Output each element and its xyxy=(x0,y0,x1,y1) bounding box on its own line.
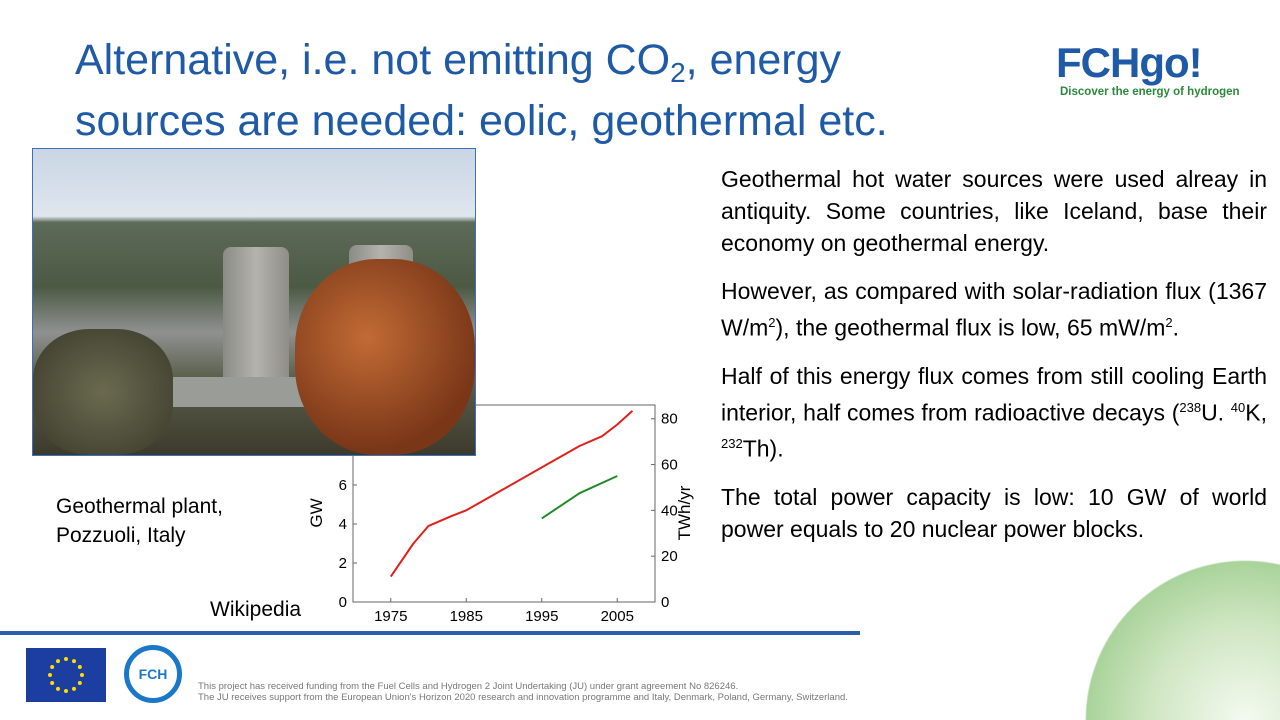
funding-line: This project has received funding from t… xyxy=(198,681,739,692)
slide-title: Alternative, i.e. not emitting CO2, ener… xyxy=(75,36,1035,145)
funding-notice: This project has received funding from t… xyxy=(198,681,848,703)
star-icon xyxy=(50,681,55,685)
caption-line: Pozzuoli, Italy xyxy=(56,524,186,547)
star-icon xyxy=(48,673,52,677)
paragraph: Half of this energy flux comes from stil… xyxy=(721,362,1267,462)
y-axis-label: GW xyxy=(307,498,326,527)
eu-stars-icon xyxy=(48,657,84,693)
star-icon xyxy=(56,659,60,664)
y2-tick-label: 80 xyxy=(661,411,678,428)
y-tick-label: 4 xyxy=(339,516,347,533)
series-line-twh xyxy=(541,475,618,520)
star-icon xyxy=(77,665,82,669)
logo-tagline: Discover the energy of hydrogen xyxy=(1060,86,1240,98)
star-icon xyxy=(72,686,76,691)
y2-axis-label: TWh/yr xyxy=(675,485,694,540)
star-icon xyxy=(80,673,84,677)
caption-line: Geothermal plant, xyxy=(56,495,223,518)
fch-ju-logo: FCH xyxy=(124,645,182,703)
footer-divider xyxy=(0,631,860,635)
series-line-gw xyxy=(389,410,634,578)
x-tick-label: 1995 xyxy=(525,608,558,625)
star-icon xyxy=(50,665,55,669)
y-tick-label: 0 xyxy=(339,594,347,611)
star-icon xyxy=(72,659,76,664)
geothermal-plant-photo xyxy=(32,148,476,456)
logo-text: FCHgo! xyxy=(1056,39,1203,86)
fchgo-logo: FCHgo! Discover the energy of hydrogen xyxy=(1056,40,1246,110)
autumn-tree xyxy=(295,259,475,455)
decorative-orb xyxy=(1085,560,1280,720)
funding-line: The JU receives support from the Europea… xyxy=(198,692,848,703)
y-tick-label: 2 xyxy=(339,555,347,572)
fch-logo-text: FCH xyxy=(138,666,168,682)
plot-frame xyxy=(352,404,656,603)
star-icon xyxy=(56,686,60,691)
star-icon xyxy=(64,657,68,661)
y2-tick-label: 40 xyxy=(661,502,678,519)
x-tick-label: 1985 xyxy=(450,608,483,625)
title-text: sources are needed: eolic, geothermal et… xyxy=(75,97,888,145)
star-icon xyxy=(64,689,68,693)
cooling-tower xyxy=(223,247,289,382)
y2-tick-label: 60 xyxy=(661,457,678,474)
slide-body: Geothermal hot water sources were used a… xyxy=(721,163,1267,561)
paragraph: However, as compared with solar-radiatio… xyxy=(721,278,1267,341)
y-tick-label: 6 xyxy=(339,477,347,494)
image-credit: Wikipedia xyxy=(210,598,302,621)
x-tick-label: 1975 xyxy=(374,608,407,625)
title-text: , energy xyxy=(685,36,842,84)
title-subscript: 2 xyxy=(670,57,686,88)
star-icon xyxy=(77,681,82,685)
y2-tick-label: 20 xyxy=(661,548,678,565)
photo-caption: Geothermal plant, Pozzuoli, Italy xyxy=(56,492,223,550)
eu-flag-logo xyxy=(26,648,106,702)
x-tick-label: 2005 xyxy=(601,608,634,625)
paragraph: Geothermal hot water sources were used a… xyxy=(721,166,1267,256)
shrubs xyxy=(33,329,173,455)
y2-tick-label: 0 xyxy=(661,594,669,611)
title-text: Alternative, i.e. not emitting CO xyxy=(75,36,671,84)
paragraph: The total power capacity is low: 10 GW o… xyxy=(721,483,1267,542)
